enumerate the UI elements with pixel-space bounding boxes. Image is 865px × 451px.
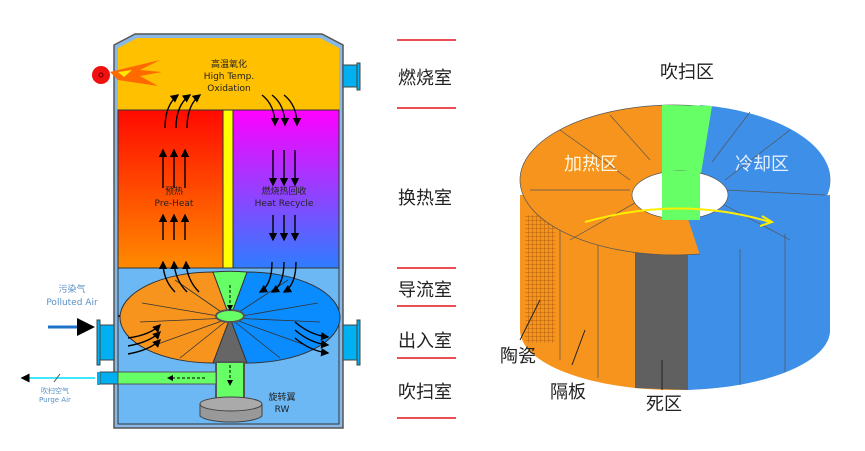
label-flow-guide-chamber: 导流室 (398, 280, 452, 301)
preheat-bed (117, 109, 224, 269)
chamber-dividers (397, 39, 456, 419)
ceramic-mesh (525, 215, 555, 343)
label-partition: 隔板 (550, 382, 586, 403)
oxidation-en2: Oxidation (207, 84, 250, 94)
purge-cn: 吹扫空气 (41, 386, 69, 395)
combustion-chamber (118, 38, 339, 110)
label-purge-zone: 吹扫区 (660, 62, 714, 83)
oxidation-en1: High Temp. (204, 72, 254, 82)
label-purge-chamber: 吹扫室 (398, 382, 452, 403)
preheat-en: Pre-Heat (155, 199, 194, 209)
flow-arrows (127, 94, 330, 357)
label-inlet-outlet-chamber: 出入室 (398, 331, 452, 352)
recycle-en: Heat Recycle (255, 199, 314, 209)
preheat-cn: 预热 (165, 185, 183, 197)
burner (92, 60, 162, 86)
oxidation-cn: 高温氧化 (211, 58, 247, 70)
rw-en: RW (275, 405, 290, 415)
label-combustion-chamber: 燃烧室 (398, 68, 452, 89)
polluted-cn: 污染气 (58, 283, 85, 295)
recycle-bed (232, 109, 340, 269)
label-ceramic: 陶瓷 (500, 346, 536, 367)
label-heat-zone: 加热区 (564, 154, 618, 175)
label-dead-zone: 死区 (646, 394, 682, 415)
pipes (20, 62, 361, 386)
purge-en: Purge Air (39, 396, 71, 404)
polluted-en: Polluted Air (46, 298, 98, 308)
rw-cn: 旋转翼 (268, 391, 295, 403)
label-cool-zone: 冷却区 (735, 154, 789, 175)
recycle-cn: 燃烧热回收 (261, 185, 306, 197)
center-divider (222, 109, 234, 269)
rotor-cylinder (519, 104, 831, 390)
flame-icon (110, 60, 162, 86)
label-heat-exchange-chamber: 换热室 (398, 188, 452, 209)
